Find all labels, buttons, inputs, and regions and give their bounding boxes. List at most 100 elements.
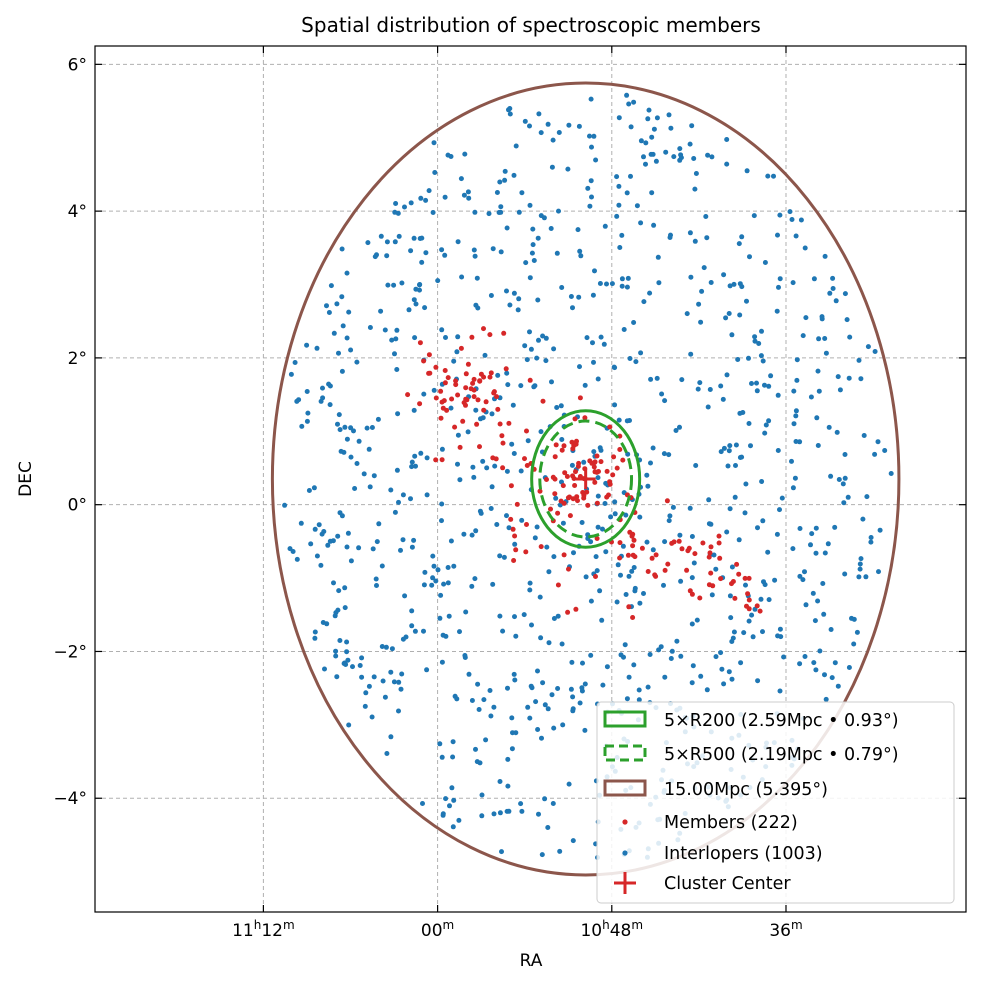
member-point	[561, 552, 567, 558]
y-tick-label: 6°	[68, 55, 87, 75]
interloper-point	[366, 683, 372, 689]
interloper-point	[789, 217, 795, 222]
interloper-point	[391, 679, 397, 685]
interloper-point	[743, 582, 748, 588]
member-point	[604, 468, 610, 474]
interloper-point	[822, 672, 827, 678]
member-point	[506, 420, 512, 426]
interloper-point	[424, 455, 430, 461]
interloper-point	[413, 301, 419, 307]
interloper-point	[749, 612, 755, 618]
interloper-point	[808, 542, 813, 548]
interloper-point	[469, 532, 475, 538]
interloper-point	[445, 565, 451, 570]
interloper-point	[678, 578, 684, 584]
interloper-point	[336, 350, 341, 356]
interloper-point	[409, 623, 415, 629]
interloper-point	[442, 252, 448, 258]
interloper-point	[558, 403, 564, 409]
interloper-point	[534, 524, 540, 530]
interloper-point	[713, 566, 719, 572]
interloper-point	[619, 283, 625, 289]
interloper-point	[535, 235, 541, 241]
interloper-point	[677, 146, 683, 152]
interloper-point	[741, 630, 747, 636]
interloper-point	[793, 233, 799, 239]
interloper-point	[633, 359, 639, 365]
interloper-point	[754, 388, 760, 394]
interloper-point	[609, 281, 615, 287]
interloper-point	[333, 648, 339, 654]
interloper-point	[797, 573, 803, 579]
interloper-point	[671, 154, 677, 160]
interloper-point	[643, 140, 649, 146]
interloper-point	[504, 370, 510, 376]
interloper-point	[706, 497, 712, 503]
interloper-point	[545, 825, 551, 830]
interloper-point	[548, 226, 554, 231]
member-point	[746, 575, 752, 581]
interloper-point	[589, 194, 594, 200]
interloper-point	[382, 327, 388, 333]
member-point	[664, 498, 670, 504]
interloper-point	[512, 541, 518, 547]
interloper-point	[411, 297, 417, 303]
interloper-point	[409, 608, 415, 614]
interloper-point	[450, 824, 456, 830]
interloper-point	[357, 663, 363, 668]
interloper-point	[845, 494, 851, 500]
interloper-point	[772, 577, 778, 583]
interloper-point	[356, 545, 362, 551]
interloper-point	[443, 335, 448, 340]
member-point	[442, 368, 448, 373]
interloper-point	[663, 149, 669, 155]
member-point	[559, 447, 565, 453]
legend-r200-label: 5×R200 (2.59Mpc • 0.93°)	[664, 711, 899, 731]
interloper-point	[314, 345, 320, 351]
interloper-point	[497, 179, 503, 185]
interloper-point	[759, 479, 765, 484]
interloper-point	[331, 580, 336, 586]
interloper-point	[483, 737, 489, 743]
interloper-point	[588, 652, 594, 658]
interloper-point	[513, 633, 519, 639]
interloper-point	[450, 754, 456, 760]
interloper-point	[439, 327, 445, 333]
interloper-point	[515, 307, 521, 313]
member-point	[567, 513, 573, 519]
interloper-point	[595, 493, 601, 499]
interloper-point	[447, 803, 452, 809]
x-tick-label: 00m	[421, 918, 454, 941]
interloper-point	[627, 356, 633, 361]
interloper-point	[619, 232, 625, 238]
interloper-point	[282, 502, 288, 508]
interloper-point	[423, 250, 429, 256]
interloper-point	[497, 613, 503, 619]
member-point	[592, 479, 598, 485]
interloper-point	[344, 436, 350, 442]
interloper-point	[487, 688, 493, 693]
interloper-point	[435, 278, 441, 284]
interloper-point	[488, 293, 494, 298]
interloper-point	[549, 379, 554, 385]
interloper-point	[742, 510, 748, 516]
interloper-point	[709, 154, 715, 160]
interloper-point	[760, 629, 765, 635]
interloper-point	[398, 686, 404, 692]
interloper-point	[527, 580, 533, 586]
member-point	[617, 555, 623, 561]
interloper-point	[400, 492, 406, 498]
interloper-point	[754, 380, 759, 386]
interloper-point	[776, 284, 781, 290]
interloper-point	[851, 641, 857, 647]
interloper-point	[590, 292, 596, 298]
interloper-point	[339, 246, 345, 252]
interloper-point	[727, 283, 733, 289]
interloper-point	[439, 518, 444, 524]
interloper-point	[538, 429, 544, 435]
interloper-point	[688, 351, 694, 357]
interloper-point	[865, 344, 871, 350]
interloper-point	[582, 727, 588, 733]
interloper-point	[626, 674, 632, 680]
member-point	[729, 581, 734, 587]
